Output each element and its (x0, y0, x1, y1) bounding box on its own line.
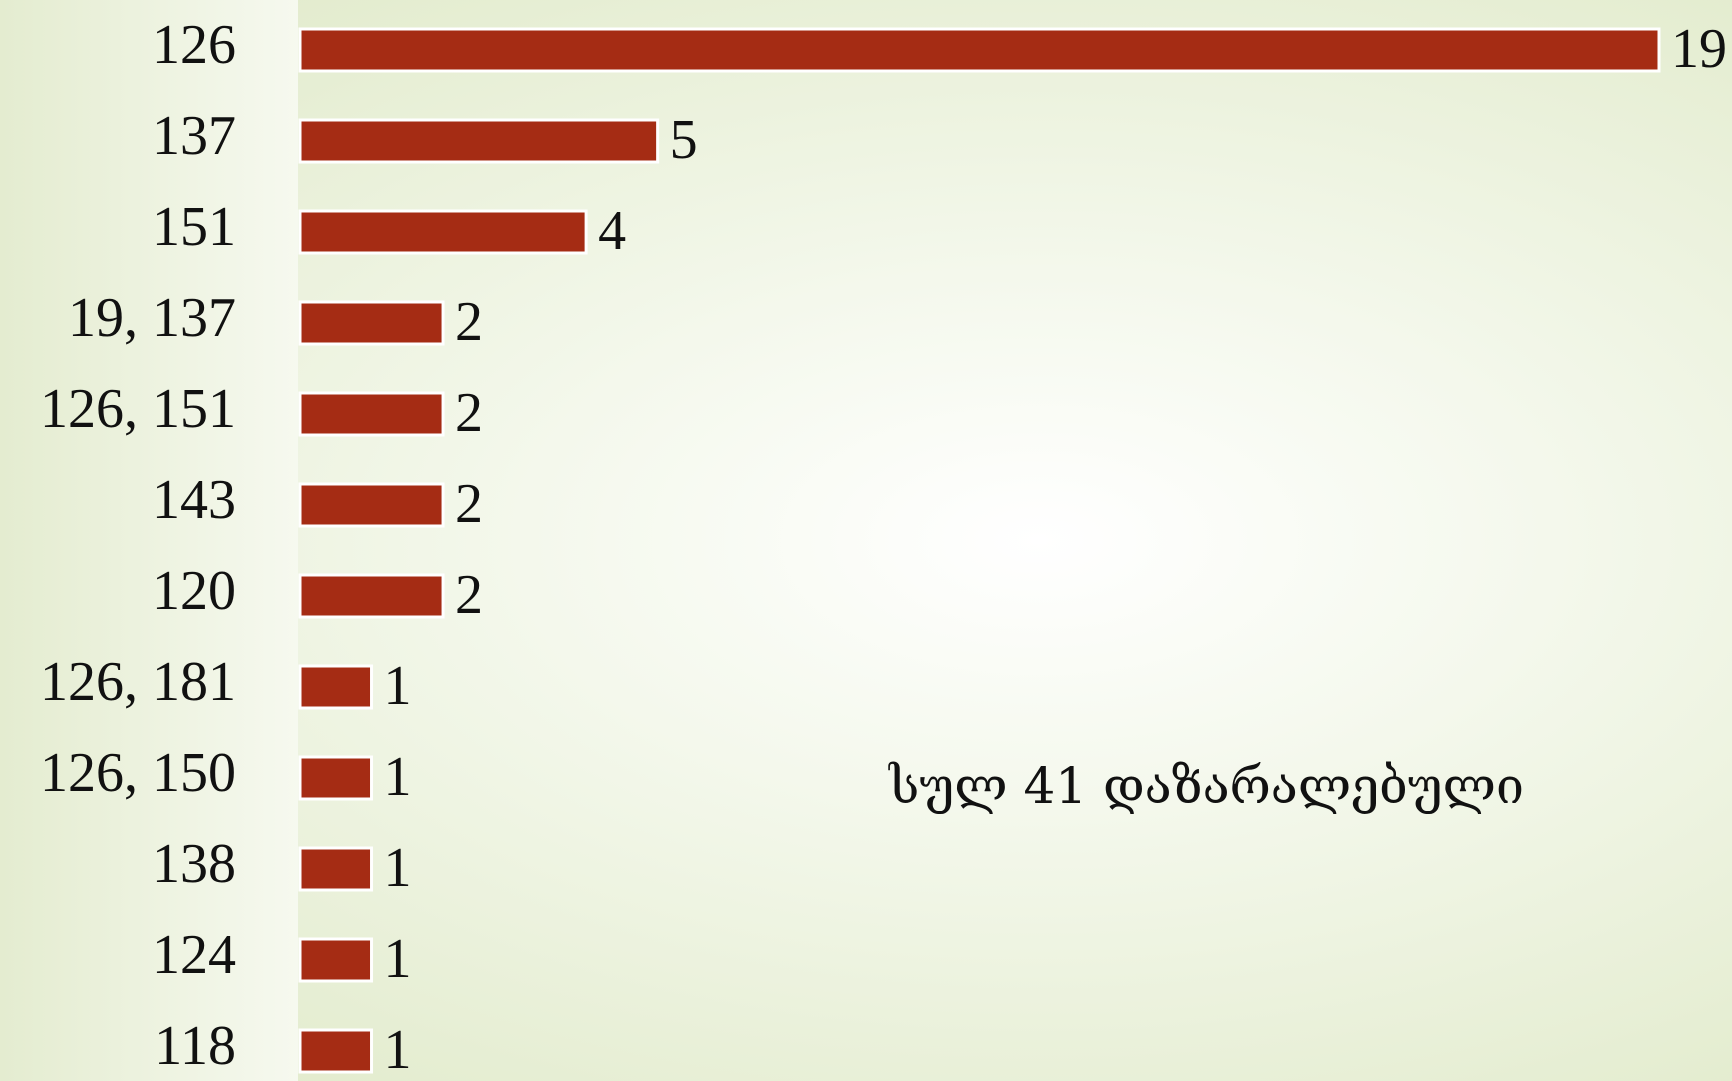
annotation: სულ 41 დაზარალებული (888, 757, 1524, 815)
bar (298, 755, 374, 801)
bar (298, 482, 445, 528)
bar (298, 573, 445, 619)
category-label: 120 (152, 560, 236, 622)
value-label: 5 (670, 109, 698, 171)
category-label: 151 (152, 196, 236, 258)
category-label: 19, 137 (68, 287, 236, 349)
value-label: 1 (384, 746, 412, 808)
category-label: 126, 181 (40, 651, 236, 713)
label-panel (0, 0, 298, 1081)
category-label: 126 (152, 14, 236, 76)
bar (298, 300, 445, 346)
category-label: 124 (152, 924, 236, 986)
bar (298, 209, 588, 255)
category-label: 137 (152, 105, 236, 167)
bar (298, 27, 1661, 73)
category-label: 143 (152, 469, 236, 531)
value-label: 1 (384, 1019, 412, 1081)
bar (298, 118, 660, 164)
category-label: 126, 151 (40, 378, 236, 440)
bar (298, 664, 374, 710)
value-label: 2 (455, 473, 483, 535)
value-label: 1 (384, 655, 412, 717)
category-label: 126, 150 (40, 742, 236, 804)
value-label: 2 (455, 382, 483, 444)
value-label: 4 (598, 200, 626, 262)
category-label: 118 (154, 1015, 236, 1077)
value-label: 2 (455, 291, 483, 353)
bar (298, 846, 374, 892)
bar (298, 1028, 374, 1074)
value-label: 2 (455, 564, 483, 626)
category-label: 138 (152, 833, 236, 895)
value-label: 1 (384, 928, 412, 990)
value-label: 1 (384, 837, 412, 899)
value-label: 19 (1671, 18, 1727, 80)
bar (298, 391, 445, 437)
bar (298, 937, 374, 983)
